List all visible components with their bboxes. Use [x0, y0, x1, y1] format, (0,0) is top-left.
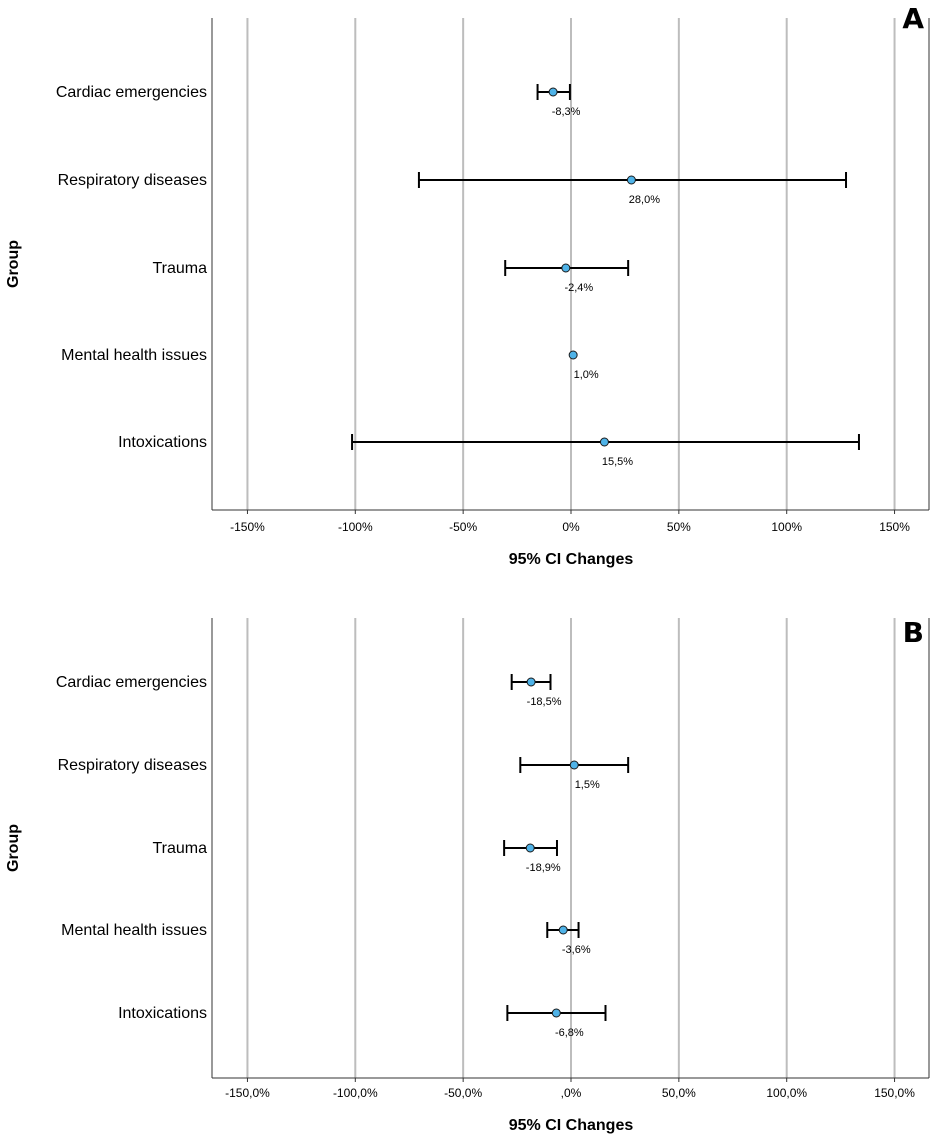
panel-a-point-estimate	[599, 437, 609, 447]
panel-a-x-tick-label: 100%	[771, 520, 802, 534]
panel-a-category-label: Intoxications	[118, 434, 207, 451]
panel-b-point-estimate	[526, 677, 536, 687]
panel-a-category-label: Respiratory diseases	[58, 172, 207, 189]
panel-b-letter: B	[903, 616, 924, 649]
panel-b-value-label: -18,5%	[527, 696, 562, 708]
panel-b-category-label: Trauma	[152, 840, 207, 857]
panel-a-category-label: Trauma	[152, 260, 207, 277]
panel-a-point-estimate	[561, 263, 571, 273]
panel-a-x-tick-label: -50%	[449, 520, 477, 534]
panel-b-x-tick-label: -100,0%	[333, 1086, 378, 1100]
panel-b-value-label: -18,9%	[526, 862, 561, 874]
panel-a-value-label: -8,3%	[552, 106, 581, 118]
panel-a-value-label: 15,5%	[602, 456, 633, 468]
panel-a-point-estimate	[548, 87, 558, 97]
panel-a-x-tick-label: -100%	[338, 520, 373, 534]
panel-b-point-estimate	[569, 760, 579, 770]
panel-b-point-estimate	[558, 925, 568, 935]
panel-b-value-label: -3,6%	[562, 944, 591, 956]
panel-b-x-tick-label: 50,0%	[662, 1086, 696, 1100]
panel-b-value-label: -6,8%	[555, 1027, 584, 1039]
panel-b-category-label: Mental health issues	[61, 922, 207, 939]
panel-b-x-tick-label: 150,0%	[874, 1086, 915, 1100]
panel-a-letter: A	[902, 2, 924, 35]
panel-b-category-label: Intoxications	[118, 1005, 207, 1022]
panel-a-value-label: 28,0%	[629, 194, 660, 206]
panel-b-point-estimate	[525, 843, 535, 853]
panel-a-x-tick-label: 150%	[879, 520, 910, 534]
panel-a-x-tick-label: 50%	[667, 520, 691, 534]
panel-b-category-label: Cardiac emergencies	[56, 674, 207, 691]
panel-a-category-label: Cardiac emergencies	[56, 84, 207, 101]
panel-a-point-estimate	[626, 175, 636, 185]
panel-a-value-label: -2,4%	[564, 282, 593, 294]
panel-b-x-tick-label: -150,0%	[225, 1086, 270, 1100]
panel-a-y-axis-title: Group	[5, 240, 22, 288]
panel-b-x-tick-label: 100,0%	[766, 1086, 807, 1100]
panel-a-value-label: 1,0%	[574, 369, 599, 381]
panel-b-point-estimate	[551, 1008, 561, 1018]
panel-a-point-estimate	[568, 350, 578, 360]
panel-a-x-tick-label: 0%	[562, 520, 580, 534]
panel-b-x-tick-label: -50,0%	[444, 1086, 482, 1100]
panel-a-category-label: Mental health issues	[61, 347, 207, 364]
panel-a-x-tick-label: -150%	[230, 520, 265, 534]
panel-b-y-axis-title: Group	[5, 824, 22, 872]
panel-b-x-axis-title: 95% CI Changes	[509, 1117, 634, 1134]
panel-a-x-axis-title: 95% CI Changes	[509, 551, 634, 568]
panel-b-value-label: 1,5%	[575, 779, 600, 791]
panel-b-x-tick-label: ,0%	[561, 1086, 582, 1100]
panel-b-category-label: Respiratory diseases	[58, 757, 207, 774]
